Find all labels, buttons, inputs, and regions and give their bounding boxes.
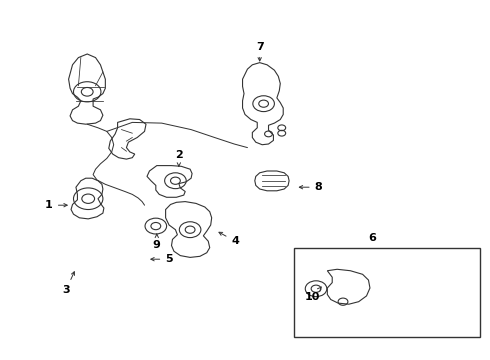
Text: 9: 9 xyxy=(153,234,161,250)
Text: 2: 2 xyxy=(175,150,183,166)
Text: 5: 5 xyxy=(151,254,173,264)
Text: 10: 10 xyxy=(305,287,321,302)
Text: 6: 6 xyxy=(368,233,376,243)
Text: 3: 3 xyxy=(62,272,74,295)
Text: 1: 1 xyxy=(45,200,67,210)
Text: 8: 8 xyxy=(299,182,322,192)
Bar xyxy=(294,248,480,337)
Text: 7: 7 xyxy=(256,42,264,61)
Text: 4: 4 xyxy=(219,232,239,246)
